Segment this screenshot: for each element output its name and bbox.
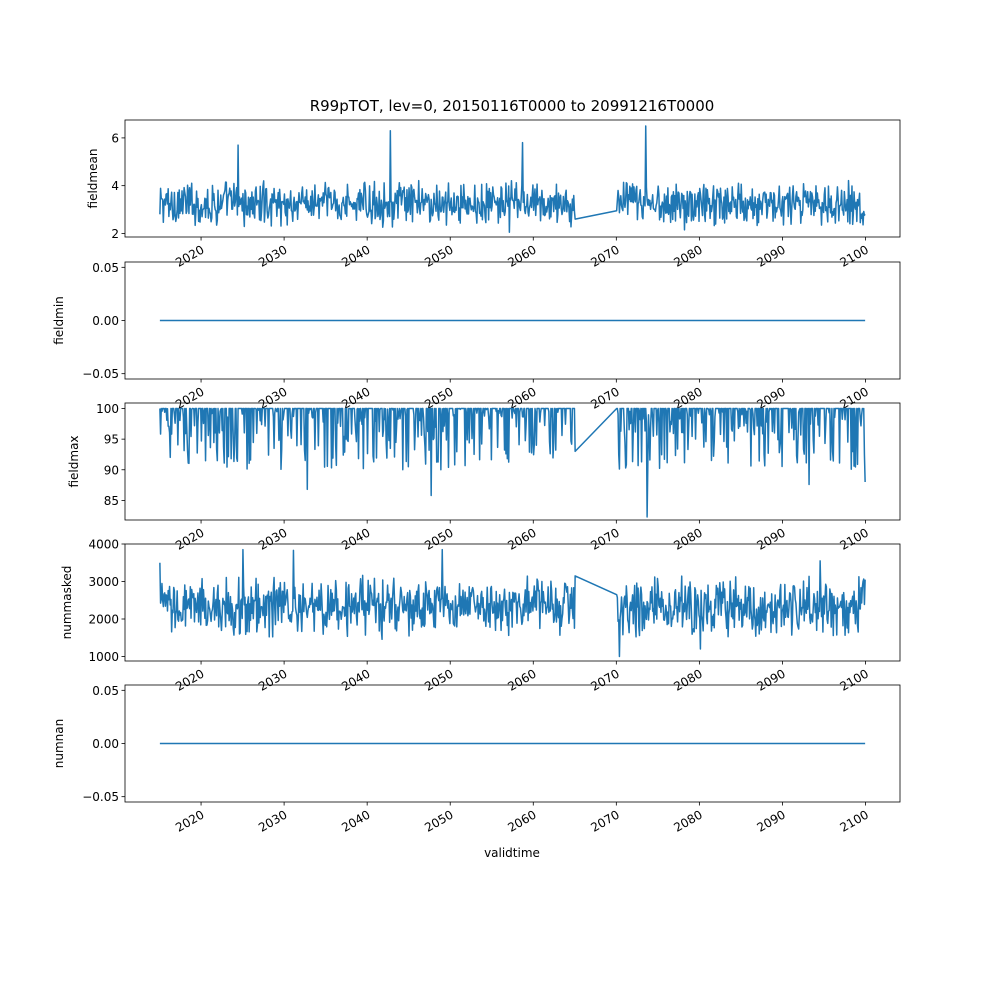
- x-tick-label: 2030: [256, 242, 289, 269]
- x-tick-label: 2030: [256, 525, 289, 552]
- y-tick-label: 4000: [88, 538, 119, 552]
- x-tick-label: 2050: [422, 666, 455, 693]
- x-tick-label: 2060: [505, 525, 538, 552]
- y-tick-label: −0.05: [82, 367, 119, 381]
- series-line-nummasked: [159, 548, 866, 658]
- x-tick-label: 2100: [838, 525, 871, 552]
- chart-title: R99pTOT, lev=0, 20150116T0000 to 2099121…: [310, 97, 715, 115]
- x-tick-label: 2050: [422, 525, 455, 552]
- y-axis-label: nummasked: [60, 566, 74, 640]
- x-tick-label: 2060: [505, 807, 538, 834]
- y-tick-label: 2000: [88, 613, 119, 627]
- y-tick-label: −0.05: [82, 790, 119, 804]
- series-line-fieldmean: [159, 125, 866, 233]
- panel-numnan: 0.05 0.00 −0.05 numnan 2020 2030 2040 2050 2060 2…: [52, 684, 901, 835]
- x-tick-label: 2040: [339, 384, 372, 411]
- x-tick-label: 2020: [173, 525, 206, 552]
- axes-frame: [124, 119, 901, 238]
- axes-frame: [124, 402, 901, 521]
- panel-fieldmean: 2 4 6 fieldmean 2020 2030 2040 2050 2060 2070 2080…: [86, 119, 901, 270]
- y-tick-label: 2: [111, 227, 119, 241]
- y-tick-label: 90: [104, 463, 119, 477]
- x-tick-label: 2030: [256, 384, 289, 411]
- x-tick-label: 2020: [173, 666, 206, 693]
- x-tick-label: 2050: [422, 242, 455, 269]
- y-tick-label: 3000: [88, 575, 119, 589]
- x-tick-label: 2060: [505, 242, 538, 269]
- x-tick-label: 2090: [754, 525, 787, 552]
- x-tick-label: 2040: [339, 807, 372, 834]
- y-tick-label: 6: [111, 131, 119, 145]
- x-tick-label: 2070: [588, 525, 621, 552]
- x-axis-label: validtime: [484, 846, 540, 860]
- x-tick-label: 2030: [256, 666, 289, 693]
- x-tick-label: 2090: [754, 242, 787, 269]
- x-tick-label: 2080: [671, 807, 704, 834]
- y-axis-label: numnan: [52, 719, 66, 768]
- x-tick-label: 2060: [505, 666, 538, 693]
- axes-frame: [124, 543, 901, 662]
- subplots: 2 4 6 fieldmean 2020 2030 2040 2050 2060 2070 2080…: [52, 119, 901, 835]
- y-tick-label: 85: [104, 494, 119, 508]
- y-axis-label: fieldmin: [52, 296, 66, 345]
- x-tick-label: 2070: [588, 666, 621, 693]
- x-tick-label: 2040: [339, 525, 372, 552]
- x-tick-label: 2070: [588, 242, 621, 269]
- y-tick-label: 1000: [88, 650, 119, 664]
- x-tick-label: 2100: [838, 242, 871, 269]
- x-tick-label: 2100: [838, 807, 871, 834]
- x-tick-label: 2070: [588, 807, 621, 834]
- y-tick-label: 0.00: [92, 737, 119, 751]
- series-line-fieldmax: [159, 407, 866, 518]
- panel-fieldmax: 100 95 90 85 fieldmax 2020 2030 2040 2050 2060 207…: [67, 402, 901, 553]
- x-tick-label: 2030: [256, 807, 289, 834]
- y-axis-label: fieldmean: [86, 149, 100, 209]
- x-tick-label: 2100: [838, 384, 871, 411]
- x-tick-label: 2080: [671, 525, 704, 552]
- x-tick-label: 2090: [754, 666, 787, 693]
- x-tick-label: 2020: [173, 807, 206, 834]
- y-tick-label: 95: [104, 433, 119, 447]
- x-tick-label: 2040: [339, 242, 372, 269]
- x-tick-label: 2100: [838, 666, 871, 693]
- x-tick-label: 2040: [339, 666, 372, 693]
- y-tick-label: 0.05: [92, 261, 119, 275]
- y-tick-label: 4: [111, 179, 119, 193]
- x-tick-label: 2020: [173, 242, 206, 269]
- y-tick-label: 0.00: [92, 314, 119, 328]
- x-tick-label: 2090: [754, 807, 787, 834]
- y-tick-label: 100: [96, 402, 119, 416]
- x-tick-label: 2050: [422, 807, 455, 834]
- x-tick-label: 2080: [671, 242, 704, 269]
- y-axis-label: fieldmax: [67, 435, 81, 487]
- panel-nummasked: 4000 3000 2000 1000 nummasked 2020 2030 2040 205…: [60, 538, 901, 694]
- x-tick-label: 2080: [671, 666, 704, 693]
- y-tick-label: 0.05: [92, 684, 119, 698]
